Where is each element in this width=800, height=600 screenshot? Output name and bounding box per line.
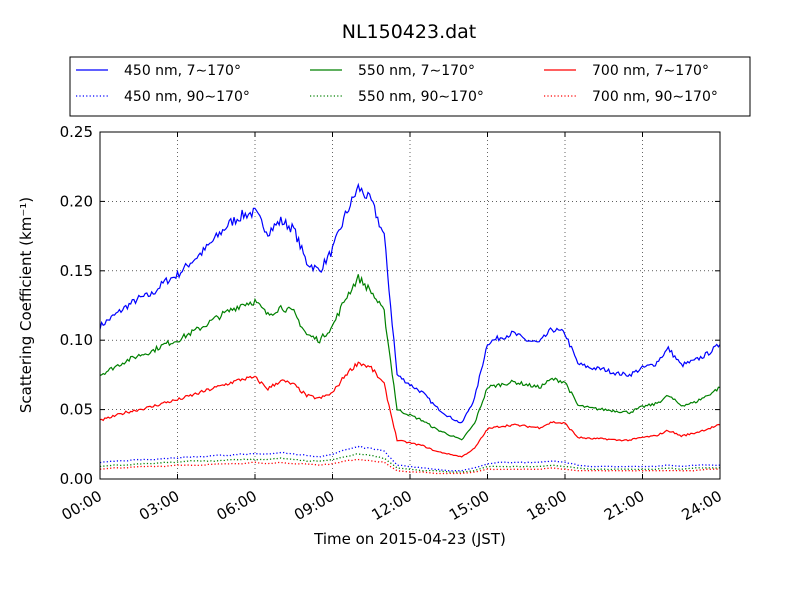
y-tick-label: 0.15 bbox=[60, 262, 93, 280]
y-tick-labels: 0.00 0.05 0.10 0.15 0.20 0.25 bbox=[60, 123, 93, 488]
series-line-0 bbox=[99, 182, 721, 424]
y-tick-label: 0.25 bbox=[60, 123, 93, 141]
grid bbox=[99, 131, 721, 480]
y-tick-label: 0.00 bbox=[60, 470, 93, 488]
x-tick-label: 00:00 bbox=[59, 487, 105, 524]
legend-label-1: 450 nm, 90∼170° bbox=[124, 89, 250, 105]
x-tick-label: 24:00 bbox=[679, 487, 725, 524]
x-tick-labels: 00:00 03:00 06:00 09:00 12:00 15:00 18:00 21:00… bbox=[59, 487, 725, 524]
y-tick-label: 0.20 bbox=[60, 192, 93, 210]
x-tick-label: 21:00 bbox=[601, 487, 647, 524]
series-line-4 bbox=[99, 361, 721, 458]
y-tick-label: 0.10 bbox=[60, 331, 93, 349]
series-group bbox=[99, 182, 721, 475]
legend-label-5: 700 nm, 90∼170° bbox=[592, 89, 718, 105]
legend-frame bbox=[69, 56, 751, 117]
x-tick-label: 15:00 bbox=[446, 487, 492, 524]
series-line-2 bbox=[99, 274, 721, 441]
x-tick-label: 03:00 bbox=[136, 487, 182, 524]
legend-label-0: 450 nm, 7∼170° bbox=[124, 63, 241, 79]
series-line-5 bbox=[99, 458, 720, 475]
y-tick-label: 0.05 bbox=[60, 401, 93, 419]
legend-label-3: 550 nm, 90∼170° bbox=[358, 89, 484, 105]
x-axis-label: Time on 2015-04-23 (JST) bbox=[313, 530, 506, 548]
x-tick-label: 06:00 bbox=[214, 487, 260, 524]
x-tick-label: 18:00 bbox=[524, 487, 570, 524]
legend: 450 nm, 7∼170° 450 nm, 90∼170° 550 nm, 7∼1… bbox=[69, 56, 751, 117]
legend-label-2: 550 nm, 7∼170° bbox=[358, 63, 475, 79]
plot-area bbox=[99, 131, 721, 480]
x-tick-label: 09:00 bbox=[291, 487, 337, 524]
y-axis-label: Scattering Coefficient (km⁻¹) bbox=[17, 197, 35, 413]
series-line-3 bbox=[99, 453, 721, 473]
series-line-1 bbox=[100, 445, 721, 472]
ticks bbox=[99, 131, 721, 480]
x-tick-label: 12:00 bbox=[369, 487, 415, 524]
chart-title: NL150423.dat bbox=[342, 21, 477, 43]
legend-label-4: 700 nm, 7∼170° bbox=[592, 63, 709, 79]
